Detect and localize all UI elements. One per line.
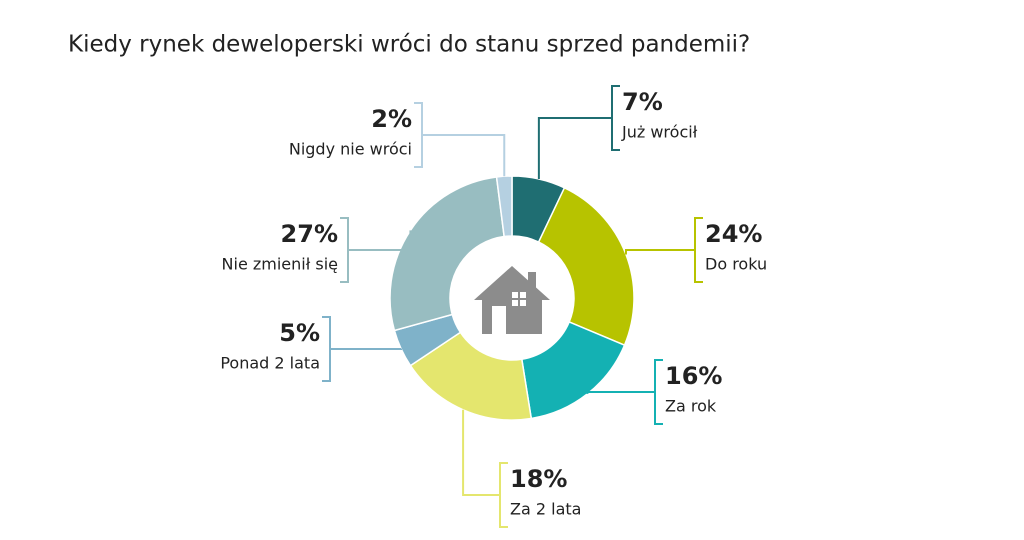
category-label: Do roku (705, 255, 767, 274)
donut-slice (409, 331, 533, 421)
chart-title: Kiedy rynek deweloperski wróci do stanu … (68, 32, 750, 58)
category-label: Ponad 2 lata (220, 354, 320, 373)
donut-slice (495, 175, 513, 238)
label-bracket (340, 217, 349, 283)
label-bracket (694, 217, 703, 283)
leader-line (348, 230, 412, 251)
value-label: 7% (622, 88, 663, 116)
label-bracket (414, 102, 423, 168)
donut-slice (537, 186, 635, 347)
category-label: Za rok (665, 397, 717, 416)
category-label: Za 2 lata (510, 500, 581, 519)
value-label: 5% (279, 319, 320, 347)
leader-line (537, 117, 612, 179)
donut-slice (389, 176, 505, 332)
label-bracket (499, 462, 508, 528)
category-label: Już wrócił (621, 123, 698, 142)
leader-line (462, 409, 500, 496)
value-label: 24% (705, 220, 762, 248)
category-label: Nie zmienił się (222, 255, 338, 274)
label-bracket (611, 85, 620, 151)
category-label: Nigdy nie wróci (289, 140, 412, 159)
label-bracket (322, 316, 331, 382)
house-icon (474, 266, 550, 334)
leader-line (586, 391, 655, 394)
leader-line (422, 134, 506, 177)
value-label: 16% (665, 362, 722, 390)
leader-line (624, 249, 695, 255)
value-label: 18% (510, 465, 567, 493)
label-bracket (654, 359, 663, 425)
value-label: 2% (371, 105, 412, 133)
value-label: 27% (281, 220, 338, 248)
